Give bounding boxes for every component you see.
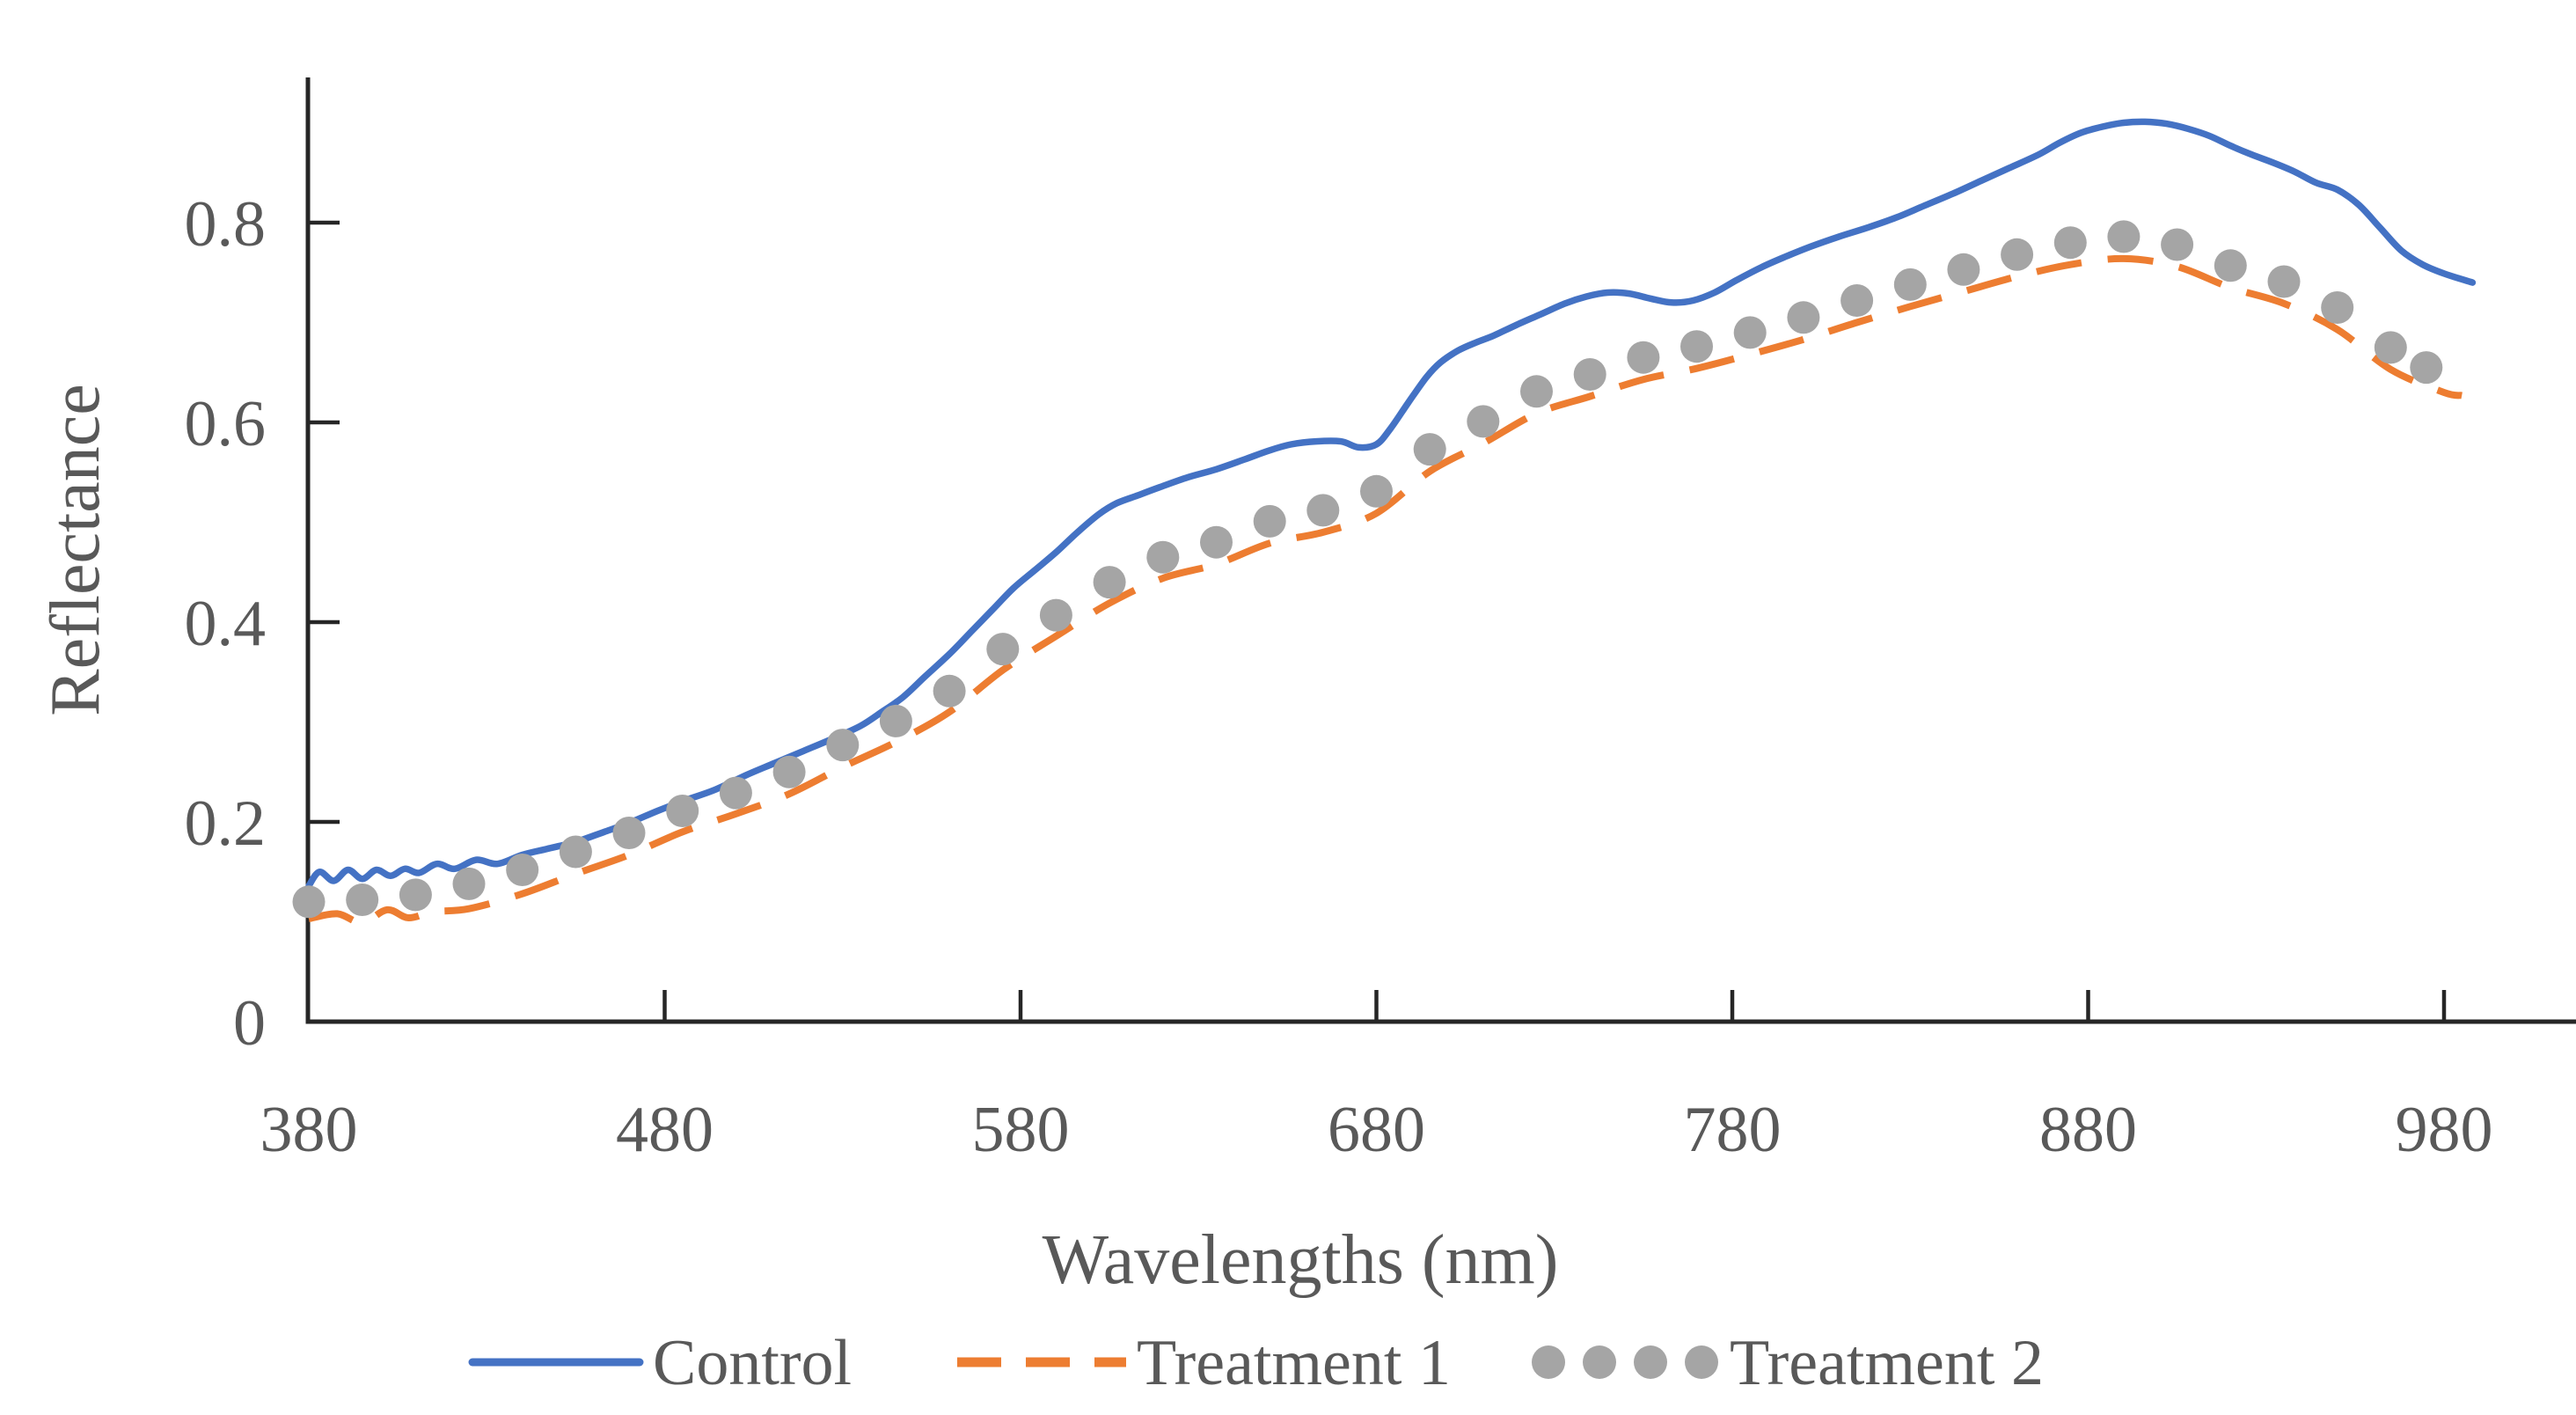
y-tick-label: 0.2 [185,788,267,860]
data-point [772,755,806,788]
data-point [292,885,326,919]
data-point [559,835,592,869]
data-point [2321,291,2354,324]
data-point [1146,540,1180,574]
x-tick-label: 580 [972,1094,1070,1166]
y-axis-title: Reflectance [37,384,114,716]
data-point [1573,358,1606,391]
x-tick-label: 880 [2039,1094,2137,1166]
y-tick-label: 0.6 [185,388,267,460]
data-point [2161,228,2194,261]
data-point [612,817,646,849]
legend-dot-swatch [1685,1345,1718,1379]
legend-label: Treatment 2 [1730,1327,2044,1399]
chart-legend: Control Treatment 1 Treatment 2 [468,1327,2044,1399]
data-point [1627,341,1660,374]
x-axis-title: Wavelengths (nm) [1043,1221,1559,1299]
data-point [2001,238,2034,271]
data-point [1733,316,1767,349]
data-point [1947,253,1980,286]
data-point [2410,351,2443,385]
data-point [933,674,966,708]
y-tick-label: 0.4 [185,588,267,660]
data-point [986,633,1020,666]
data-point [1467,405,1500,438]
y-tick-label: 0.8 [185,188,267,260]
legend-label: Control [653,1327,852,1399]
data-point [2107,220,2141,253]
axis-lines [305,77,2576,1024]
legend-item-treatment-1: Treatment 1 [957,1327,1451,1399]
x-tick-label: 480 [616,1094,714,1166]
x-tick-label: 780 [1684,1094,1782,1166]
treatment1-line [308,254,2463,927]
legend-dot-swatch [1634,1345,1667,1379]
data-point [2374,331,2407,364]
data-series [292,118,2477,927]
data-point [506,854,539,886]
data-point [1413,433,1446,466]
data-point [879,704,912,737]
legend-label: Treatment 1 [1137,1327,1451,1399]
x-tick-label: 380 [260,1094,358,1166]
data-point [1039,598,1072,632]
data-point [1253,504,1286,538]
data-point [452,867,486,900]
legend-dot-swatch [1532,1345,1565,1379]
data-point [666,795,699,827]
control-line [305,118,2477,890]
data-point [1306,494,1340,527]
x-tick-label: 680 [1328,1094,1425,1166]
legend-item-control: Control [468,1327,852,1399]
x-tick-label: 980 [2396,1094,2493,1166]
data-point [1787,301,1820,334]
data-point [2053,226,2087,260]
data-point [1680,330,1713,363]
y-tick-label: 0 [233,987,266,1059]
data-point [1893,268,1927,301]
data-point [1093,566,1126,599]
data-point [1200,525,1233,559]
data-point [399,878,432,912]
legend-dot-swatch [1583,1345,1616,1379]
data-point [1360,474,1393,508]
data-point [1520,375,1553,408]
axes: 0 0.2 0.4 0.6 0.8 380 480 580 680 780 880 980 [185,77,2576,1166]
data-point [346,883,379,916]
legend-item-treatment-2: Treatment 2 [1532,1327,2044,1399]
data-point [2214,249,2247,282]
data-point [2267,265,2301,298]
treatment2-dots [292,220,2443,919]
data-point [826,729,860,762]
data-point [719,776,752,810]
data-point [1841,284,1874,317]
